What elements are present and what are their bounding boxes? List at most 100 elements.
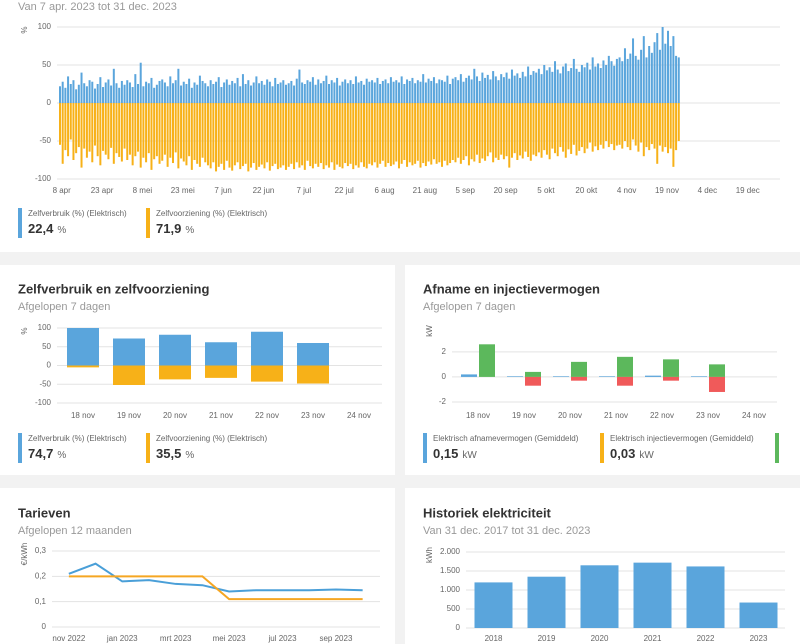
bar — [282, 103, 285, 166]
bar — [118, 87, 121, 103]
bar — [637, 103, 640, 152]
bar — [663, 376, 679, 381]
bar — [59, 86, 61, 103]
legend-label: Zelfverbruik (%) (Elektrisch) — [28, 209, 127, 218]
y-tick-label: 0 — [456, 623, 461, 632]
bar — [258, 103, 261, 167]
bar — [607, 103, 610, 148]
bar — [196, 103, 199, 164]
bar — [301, 103, 304, 166]
bar — [159, 365, 191, 380]
bar — [354, 76, 357, 103]
bar — [467, 103, 470, 166]
bar — [325, 75, 328, 103]
bar — [475, 103, 478, 155]
bar — [516, 103, 519, 160]
bar — [686, 566, 725, 628]
bar — [61, 103, 64, 164]
bar — [158, 80, 161, 103]
bar — [664, 103, 667, 148]
bar — [615, 58, 618, 103]
bar — [572, 58, 575, 103]
bar — [492, 71, 495, 103]
bar — [395, 103, 398, 162]
y-tick-label: -2 — [439, 397, 447, 406]
bar — [572, 103, 575, 145]
legend-label: Zelfverbruik (%) (Elektrisch) — [28, 434, 127, 443]
bar — [317, 103, 320, 167]
bar — [508, 103, 511, 168]
bar — [349, 80, 352, 103]
bar — [69, 84, 72, 103]
bar — [564, 63, 567, 103]
bar — [182, 81, 185, 103]
bar — [346, 83, 349, 103]
bar — [645, 375, 661, 377]
legend-label: Zelfvoorziening (%) (Elektrisch) — [156, 209, 267, 218]
bar — [642, 103, 645, 157]
bar — [126, 103, 129, 160]
bar — [535, 103, 538, 157]
bar — [303, 103, 306, 170]
bar — [392, 103, 395, 165]
bar — [233, 103, 236, 166]
bar — [621, 61, 624, 103]
bar — [193, 82, 196, 103]
bar — [532, 103, 535, 155]
x-tick-label: 23 mei — [171, 186, 195, 195]
bar — [279, 103, 282, 168]
bar — [241, 74, 244, 103]
card-subtitle: Afgelopen 12 maanden — [18, 525, 132, 537]
bar — [104, 82, 107, 103]
y-tick-label: 0 — [442, 372, 447, 381]
bar — [419, 103, 422, 168]
bar — [336, 77, 339, 103]
bar — [69, 103, 72, 140]
bar — [112, 103, 115, 164]
bar — [228, 103, 231, 168]
legend-swatch — [423, 433, 427, 463]
bar — [295, 78, 298, 103]
bar — [629, 103, 632, 151]
bar — [205, 365, 237, 378]
bar — [371, 103, 374, 166]
bar — [67, 328, 99, 366]
bar — [430, 80, 433, 103]
bar — [357, 82, 360, 103]
bar — [244, 103, 247, 164]
bar — [457, 103, 460, 158]
bar — [223, 82, 226, 103]
bar — [416, 80, 419, 103]
bar — [115, 103, 118, 154]
legend-swatch — [775, 433, 779, 463]
bar — [64, 103, 67, 151]
bar — [484, 77, 487, 103]
x-tick-label: mrt 2023 — [160, 634, 192, 643]
bar — [212, 103, 215, 163]
bar — [284, 84, 287, 103]
bar — [663, 359, 679, 377]
bar — [83, 103, 86, 149]
bar — [640, 49, 643, 103]
x-tick-label: 22 nov — [255, 411, 279, 420]
bar — [115, 83, 118, 103]
x-tick-label: 2018 — [485, 634, 503, 643]
x-tick-label: 23 apr — [91, 186, 114, 195]
bar — [198, 103, 201, 167]
x-tick-label: 23 nov — [301, 411, 325, 420]
bar — [225, 103, 228, 161]
bar — [623, 103, 626, 141]
summary-value: 0,15 — [433, 446, 458, 461]
legend-swatch — [146, 433, 150, 463]
bar — [190, 103, 193, 170]
bar — [205, 342, 237, 366]
y-tick-label: 1.500 — [440, 566, 461, 575]
bar — [617, 356, 633, 377]
card-subtitle: Van 31 dec. 2017 tot 31 dec. 2023 — [423, 525, 590, 537]
bar — [177, 68, 180, 103]
x-tick-label: 23 nov — [696, 411, 720, 420]
bar — [268, 81, 271, 103]
bar — [284, 103, 287, 170]
bar — [532, 71, 535, 103]
bar — [83, 83, 86, 103]
